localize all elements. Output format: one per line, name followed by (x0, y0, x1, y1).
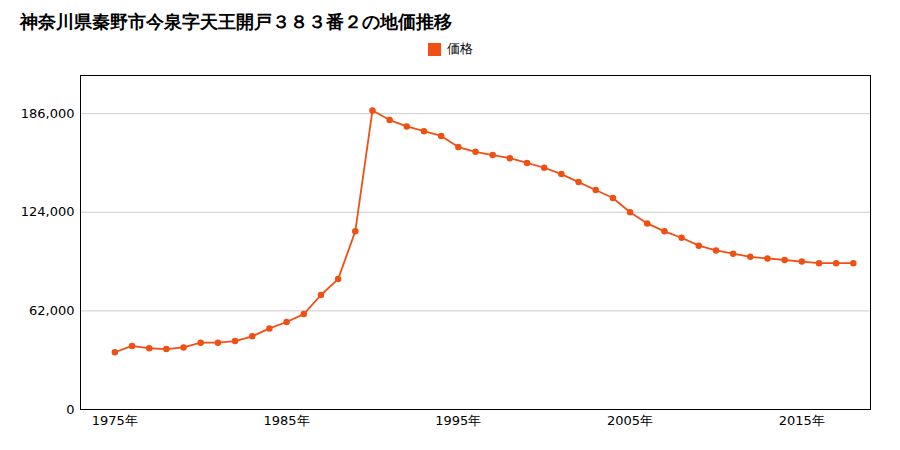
svg-text:2005年: 2005年 (607, 413, 653, 428)
svg-text:1975年: 1975年 (92, 413, 138, 428)
svg-text:1985年: 1985年 (264, 413, 310, 428)
svg-text:1995年: 1995年 (435, 413, 481, 428)
svg-text:124,000: 124,000 (21, 204, 75, 219)
html-text:神奈川県秦野市今泉字天王開戸３８３番２の地価推移: 神奈川県秦野市今泉字天王開戸３８３番２の地価推移 (20, 11, 452, 32)
html-text:価格: 価格 (446, 41, 473, 56)
svg-text:62,000: 62,000 (29, 303, 75, 318)
svg-text:2015年: 2015年 (779, 413, 825, 428)
svg-text:0: 0 (66, 402, 74, 417)
svg-text:186,000: 186,000 (21, 106, 75, 121)
